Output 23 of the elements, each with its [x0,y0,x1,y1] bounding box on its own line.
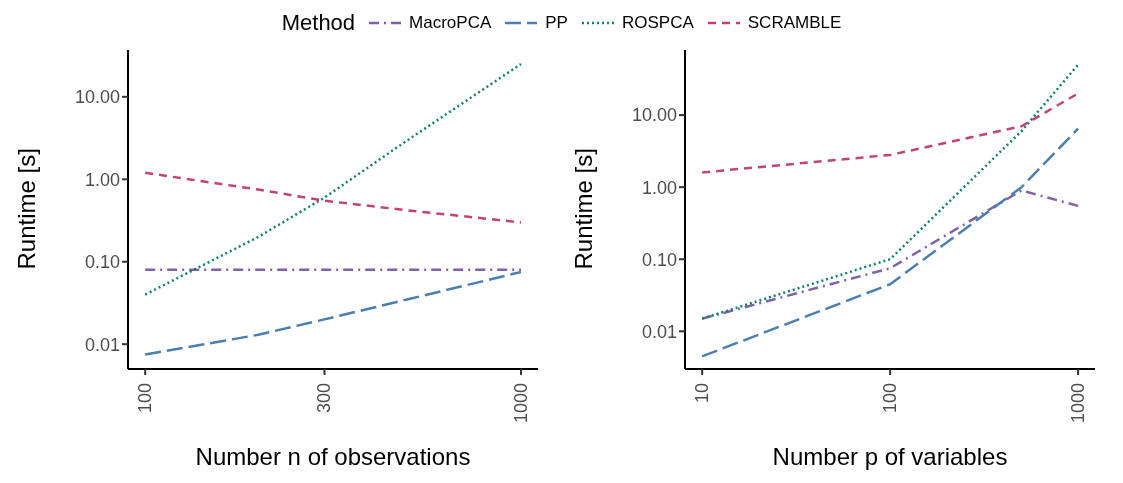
y-tick-label: 1.00 [84,169,120,190]
y-tick-label: 0.10 [84,252,120,273]
x-axis-title: Number n of observations [195,443,471,470]
x-axis-title: Number p of variables [772,443,1008,470]
x-tick-label: 100 [880,383,901,414]
legend-label: ROSPCA [621,13,694,33]
legend-label: PP [545,13,568,33]
legend-label: MacroPCA [409,13,492,33]
legend-title: Method [281,10,356,36]
x-tick-label: 100 [135,383,156,414]
y-tick-label: 0.01 [641,321,677,342]
y-tick-label: 0.10 [641,249,677,270]
x-tick-label: 1000 [510,383,531,424]
y-axis-title: Runtime [s] [12,148,40,270]
x-tick-label: 300 [314,383,335,414]
y-tick-label: 10.00 [74,87,120,108]
x-tick-label: 1000 [1068,383,1089,424]
y-tick-label: 1.00 [641,177,677,198]
legend-label: SCRAMBLE [747,13,842,33]
x-tick-label: 10 [692,383,713,404]
y-tick-label: 0.01 [84,334,120,355]
y-axis-title: Runtime [s] [569,148,597,270]
y-tick-label: 10.00 [631,105,677,126]
